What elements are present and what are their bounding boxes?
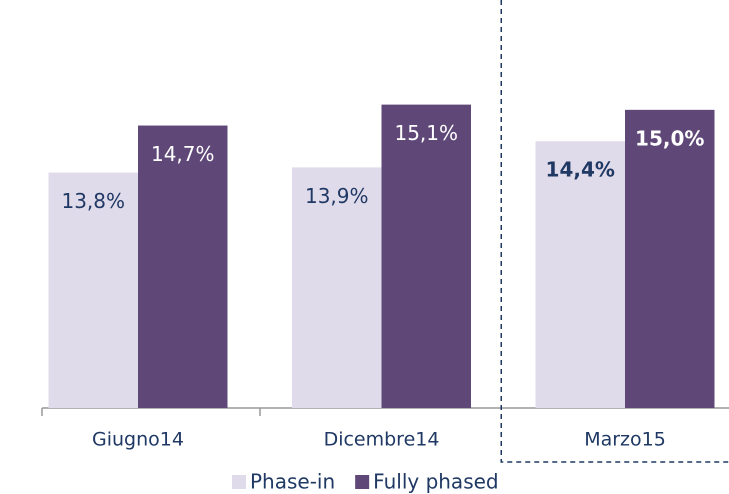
x-tick-label: Dicembre14 — [324, 429, 440, 451]
highlight-box — [500, 0, 729, 463]
x-tick-label: Giugno14 — [92, 429, 184, 451]
bar — [381, 104, 471, 408]
value-label: 13,9% — [305, 184, 369, 208]
bar — [48, 172, 138, 408]
bar — [535, 141, 625, 408]
legend-label: Phase-in — [250, 470, 335, 494]
value-label: 15,1% — [394, 121, 458, 145]
legend-label: Fully phased — [373, 470, 498, 494]
value-label: 14,4% — [546, 158, 615, 182]
legend-swatch — [355, 475, 370, 489]
bar — [625, 109, 715, 408]
value-label: 14,7% — [151, 142, 215, 166]
value-label: 13,8% — [61, 189, 125, 213]
legend-swatch — [232, 475, 246, 489]
bar — [292, 167, 382, 408]
bar — [138, 125, 228, 409]
x-tick-label: Marzo15 — [584, 429, 666, 451]
value-label: 15,0% — [635, 126, 704, 150]
